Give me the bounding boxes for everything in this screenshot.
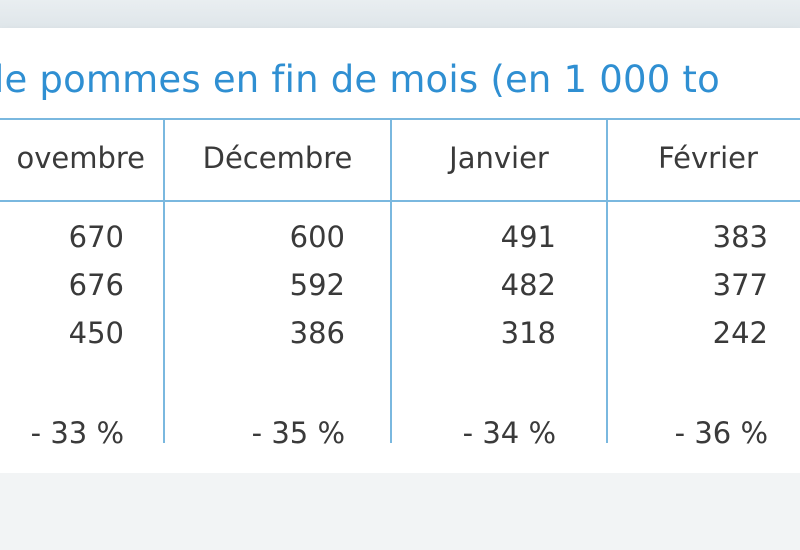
table-cell: 242 <box>712 316 768 350</box>
table-cell: 670 <box>68 220 124 254</box>
column-header-january: Janvier <box>449 141 549 175</box>
bottom-background-strip <box>0 473 800 550</box>
stock-table-panel: le pommes en fin de mois (en 1 000 to ov… <box>0 28 800 473</box>
table-cell: 600 <box>289 220 345 254</box>
table-cell: 386 <box>289 316 345 350</box>
column-header-february: Février <box>658 141 758 175</box>
table-cell: 377 <box>712 268 768 302</box>
variation-cell: - 35 % <box>251 416 345 450</box>
table-cell: 482 <box>500 268 556 302</box>
variation-cell: - 34 % <box>462 416 556 450</box>
table-cell: 318 <box>500 316 556 350</box>
table-cell: 383 <box>712 220 768 254</box>
table-cell: 491 <box>500 220 556 254</box>
header-bottom-rule <box>0 200 800 202</box>
column-divider-2 <box>390 118 392 443</box>
table-cell: 676 <box>68 268 124 302</box>
table-title: le pommes en fin de mois (en 1 000 to <box>0 58 720 101</box>
column-divider-3 <box>606 118 608 443</box>
top-background-strip <box>0 0 800 28</box>
table-cell: 450 <box>68 316 124 350</box>
variation-cell: - 36 % <box>674 416 768 450</box>
variation-cell: - 33 % <box>30 416 124 450</box>
table-cell: 592 <box>289 268 345 302</box>
column-header-november: ovembre <box>16 141 145 175</box>
column-header-december: Décembre <box>202 141 353 175</box>
column-divider-1 <box>163 118 165 443</box>
header-top-rule <box>0 118 800 120</box>
